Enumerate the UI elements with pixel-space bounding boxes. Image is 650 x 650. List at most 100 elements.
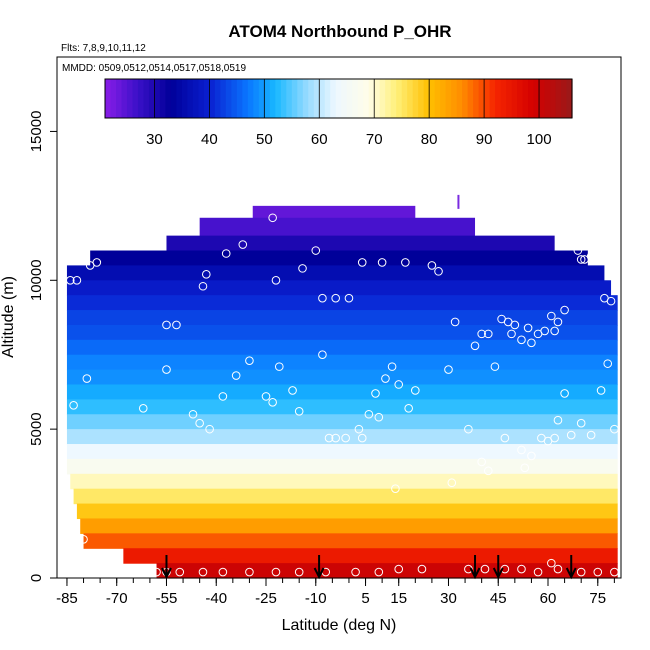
colorbar-swatch xyxy=(181,79,189,118)
colorbar-swatch xyxy=(500,79,507,118)
x-tick-label: 60 xyxy=(540,590,557,607)
observation-point xyxy=(221,249,231,258)
colorbar-swatch xyxy=(242,79,249,118)
colorbar-swatch xyxy=(407,79,414,118)
observation-point xyxy=(576,567,586,577)
colorbar-swatch xyxy=(110,79,117,118)
observation-point xyxy=(510,320,520,330)
observation-point xyxy=(268,398,277,407)
heatmap-band-11 xyxy=(66,369,618,386)
observation-point xyxy=(527,338,536,348)
heatmap-band-9 xyxy=(66,339,618,356)
x-tick-label: -25 xyxy=(255,590,277,607)
x-tick-label: 5 xyxy=(361,590,369,607)
colorbar-swatch xyxy=(423,79,430,118)
observation-point xyxy=(201,270,211,279)
x-tick-label: 15 xyxy=(390,590,407,607)
heatmap-band-6 xyxy=(66,295,618,311)
observation-point xyxy=(178,225,188,234)
observation-point xyxy=(357,258,367,267)
observation-point xyxy=(547,558,556,568)
colorbar-swatch xyxy=(539,79,546,118)
colorbar-swatch xyxy=(297,79,304,118)
observation-point xyxy=(480,564,490,574)
observation-point xyxy=(517,564,526,574)
observation-point xyxy=(377,258,387,267)
colorbar-swatch xyxy=(533,79,540,118)
x-tick-label: -10 xyxy=(305,590,327,607)
colorbar-frame xyxy=(104,78,573,119)
observation-point xyxy=(586,430,596,440)
observation-points xyxy=(56,213,619,577)
observation-point xyxy=(72,275,82,285)
observation-point xyxy=(401,258,410,267)
colorbar-swatch xyxy=(445,79,452,118)
heatmap-band-12 xyxy=(66,384,618,400)
colorbar-swatch xyxy=(275,79,282,118)
observation-point xyxy=(268,213,277,223)
heatmap-band-3 xyxy=(90,250,588,266)
x-tick-label: 45 xyxy=(490,590,507,607)
observation-point xyxy=(245,567,254,577)
observation-point xyxy=(218,392,228,401)
colorbar-swatch xyxy=(291,79,298,118)
colorbar-swatch xyxy=(236,79,243,118)
observation-point xyxy=(523,323,533,333)
observation-point xyxy=(344,293,354,303)
observation-point xyxy=(188,409,198,419)
observation-point xyxy=(566,430,576,440)
heatmap-band-24 xyxy=(156,563,618,579)
observation-point xyxy=(550,433,559,443)
heatmap-band-21 xyxy=(80,518,618,534)
observation-point xyxy=(294,567,304,577)
observation-point xyxy=(477,329,486,339)
colorbar-swatch xyxy=(324,79,331,118)
colorbar-swatch xyxy=(374,79,381,118)
heatmap-band-2 xyxy=(166,235,555,252)
x-axis: -85 -70 -55 -40 -25 -10 5 15 30 45 60 75 xyxy=(56,578,615,607)
colorbar-swatch xyxy=(280,79,287,118)
observation-point xyxy=(553,317,563,327)
colorbar-swatch xyxy=(187,79,194,118)
colorbar-swatch xyxy=(412,79,419,118)
x-tick-label: -40 xyxy=(205,590,227,607)
observation-point xyxy=(553,415,563,425)
observation-point xyxy=(394,564,404,574)
colorbar-swatch xyxy=(209,79,216,118)
observation-point xyxy=(550,326,559,336)
heatmap-band-17 xyxy=(66,458,618,475)
observation-point xyxy=(82,374,92,383)
heatmap-band-5 xyxy=(66,280,612,296)
observation-point xyxy=(576,255,586,264)
colorbar-swatch xyxy=(313,79,320,118)
observation-point xyxy=(371,389,380,398)
observation-point xyxy=(92,258,102,267)
y-axis-label: Altitude (m) xyxy=(0,276,17,358)
colorbar-swatch xyxy=(148,79,156,118)
heatmap-band-23 xyxy=(123,548,618,564)
observation-point xyxy=(357,433,367,443)
observation-point xyxy=(470,341,480,351)
observation-point xyxy=(364,409,374,419)
observation-point xyxy=(294,406,304,416)
x-tick-label: -55 xyxy=(156,590,178,607)
colorbar-swatch xyxy=(473,79,480,118)
x-tick-label: -85 xyxy=(56,590,78,607)
colorbar-swatch xyxy=(346,79,353,118)
heatmap-band-19 xyxy=(73,488,618,505)
colorbar-swatch xyxy=(511,79,518,118)
colorbar-swatch xyxy=(434,79,441,118)
colorbar-swatch xyxy=(489,79,496,118)
colorbar-swatch xyxy=(352,79,359,118)
colorbar-swatch xyxy=(544,79,551,118)
observation-point xyxy=(593,567,603,577)
heatmap-band-4 xyxy=(66,265,605,281)
observation-point xyxy=(324,433,334,443)
observation-point xyxy=(271,567,281,577)
observation-point xyxy=(404,404,413,413)
observation-point xyxy=(500,433,510,443)
colorbar-swatch xyxy=(105,79,112,118)
observation-point xyxy=(218,567,228,577)
observation-point xyxy=(520,463,530,473)
observation-point xyxy=(610,567,619,577)
